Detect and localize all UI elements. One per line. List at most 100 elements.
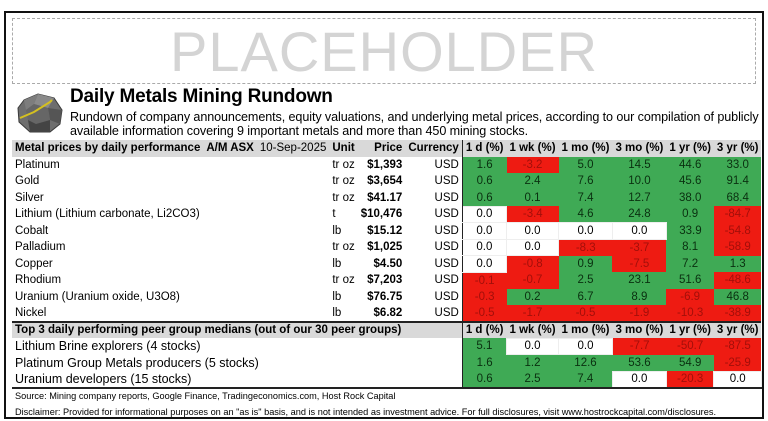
change-wk1: -0.8: [506, 255, 559, 272]
change-yr3: -38.9: [713, 305, 762, 322]
placeholder-banner: PLACEHOLDER: [12, 18, 756, 84]
metal-price: $76.75: [367, 290, 403, 303]
peer-table-body: Lithium Brine explorers (4 stocks) 5.1 0.0…: [12, 337, 762, 388]
change-d1: -0.5: [461, 305, 507, 322]
change-yr3: -54.8: [713, 222, 762, 239]
change-yr1: 38.0: [666, 189, 714, 206]
peer-group-name: Platinum Group Metals producers (5 stock…: [15, 355, 259, 370]
peer-change-yr1: 54.9: [666, 354, 714, 371]
source-note: Source: Mining company reports, Google F…: [12, 386, 762, 404]
metal-row: Nickel lb $6.82 USD -0.5 -1.7 -0.5 -1.9 -10.3…: [12, 305, 762, 322]
change-mo1: 4.6: [558, 206, 613, 223]
peer-change-mo1: 12.6: [558, 354, 613, 371]
change-wk1: -3.4: [506, 206, 559, 223]
peer-col-1d: 1 d (%): [461, 320, 507, 338]
metals-table: Metal prices by daily performance A/M AS…: [12, 140, 762, 421]
metal-row: Cobalt lb $15.12 USD 0.0 0.0 0.0 0.0 33.9 -54.…: [12, 222, 762, 240]
change-wk1: -3.2: [506, 156, 559, 173]
peer-change-mo1: 0.0: [558, 337, 613, 355]
peer-change-mo1: 7.4: [558, 371, 613, 388]
change-mo3: 10.0: [612, 173, 667, 190]
peer-change-yr3: -87.5: [713, 338, 762, 355]
peer-col-1mo: 1 mo (%): [558, 320, 613, 338]
metal-currency: USD: [434, 274, 459, 287]
change-mo3: 24.8: [612, 206, 667, 223]
change-wk1: -0.7: [506, 272, 559, 289]
metal-unit: tr oz: [332, 158, 355, 171]
metal-row: Rhodium tr oz $7,203 USD -0.1 -0.7 2.5 23.1 5…: [12, 272, 762, 289]
session-label: A/M ASX: [203, 140, 257, 157]
metals-table-title: Metal prices by daily performance: [12, 140, 204, 157]
col-3mo: 3 mo (%): [612, 140, 667, 157]
peer-col-1yr: 1 yr (%): [666, 320, 714, 338]
change-yr1: 44.6: [666, 156, 714, 173]
metal-unit: tr oz: [332, 175, 355, 188]
change-d1: 0.0: [461, 205, 508, 223]
change-wk1: -1.7: [506, 305, 559, 322]
col-1yr: 1 yr (%): [666, 140, 714, 157]
metals-table-body: Platinum tr oz $1,393 USD 1.6 -3.2 5.0 14.5 4…: [12, 156, 762, 322]
peer-change-mo3: 0.0: [611, 370, 667, 388]
peer-change-mo3: -7.7: [612, 338, 667, 355]
disclaimer-note: Disclaimer: Provided for informational p…: [15, 407, 716, 418]
metal-name: Cobalt: [15, 224, 49, 237]
change-yr3: 68.4: [713, 189, 762, 206]
metal-currency: USD: [434, 224, 459, 237]
change-wk1: 0.0: [506, 238, 560, 256]
col-unit: Unit: [329, 140, 358, 157]
change-yr3: 46.8: [713, 288, 762, 305]
change-mo1: -0.5: [558, 305, 613, 322]
metal-price: $6.82: [373, 306, 403, 319]
report-title: Daily Metals Mining Rundown: [70, 86, 333, 107]
metal-name: Gold: [15, 175, 40, 188]
change-mo3: -3.7: [612, 239, 667, 256]
peer-row: Platinum Group Metals producers (5 stock…: [12, 354, 762, 371]
change-d1: 0.0: [461, 255, 508, 273]
peer-col-3yr: 3 yr (%): [713, 320, 762, 338]
metal-currency: USD: [434, 175, 459, 188]
metal-currency: USD: [434, 208, 459, 221]
change-yr1: 0.9: [666, 206, 714, 223]
report-description: Rundown of company announcements, equity…: [70, 110, 759, 138]
metal-currency: USD: [434, 191, 459, 204]
metal-row: Gold tr oz $3,654 USD 0.6 2.4 7.6 10.0 45.6 91…: [12, 173, 762, 190]
peer-col-1wk: 1 wk (%): [506, 320, 559, 338]
disclaimer-row: Disclaimer: Provided for informational p…: [12, 404, 761, 421]
peer-row: Uranium developers (15 stocks) 0.6 2.5 7.4 0…: [12, 370, 762, 388]
change-wk1: 0.0: [506, 222, 560, 240]
change-yr3: 33.0: [713, 156, 762, 173]
metal-name: Uranium (Uranium oxide, U3O8): [15, 290, 180, 303]
col-3yr: 3 yr (%): [713, 140, 762, 157]
change-mo1: 5.0: [558, 156, 613, 173]
metal-price: $1,025: [367, 241, 403, 254]
metal-row: Copper lb $4.50 USD 0.0 -0.8 0.9 -7.5 7.2 1.3: [12, 255, 762, 273]
rock-icon: [17, 93, 63, 133]
metal-name: Silver: [15, 191, 44, 204]
change-d1: 0.6: [461, 189, 507, 206]
metal-price: $1,393: [367, 158, 403, 171]
change-yr3: 91.4: [713, 173, 762, 190]
change-mo1: 7.6: [558, 173, 613, 190]
change-yr1: 45.6: [666, 173, 714, 190]
metal-price: $4.50: [373, 257, 403, 270]
peer-table-header: Top 3 daily performing peer group median…: [12, 320, 762, 338]
col-price: Price: [357, 140, 406, 157]
change-wk1: 0.2: [506, 288, 559, 305]
peer-group-name: Lithium Brine explorers (4 stocks): [15, 339, 201, 354]
col-currency: Currency: [405, 140, 463, 157]
change-yr1: -6.9: [666, 288, 714, 305]
change-mo1: 2.5: [558, 272, 613, 289]
change-yr1: 33.9: [666, 222, 714, 239]
change-d1: 0.6: [461, 173, 507, 190]
change-wk1: 2.4: [506, 173, 559, 190]
peer-change-d1: 5.1: [461, 338, 507, 355]
change-mo1: 7.4: [558, 189, 613, 206]
change-yr3: -58.9: [713, 239, 762, 256]
metal-name: Rhodium: [15, 274, 62, 287]
col-1wk: 1 wk (%): [506, 140, 559, 157]
metal-currency: USD: [434, 257, 459, 270]
peer-change-d1: 0.6: [461, 371, 507, 388]
metal-unit: lb: [332, 224, 342, 237]
peer-change-mo3: 53.6: [612, 354, 667, 371]
change-yr1: -10.3: [666, 305, 714, 322]
